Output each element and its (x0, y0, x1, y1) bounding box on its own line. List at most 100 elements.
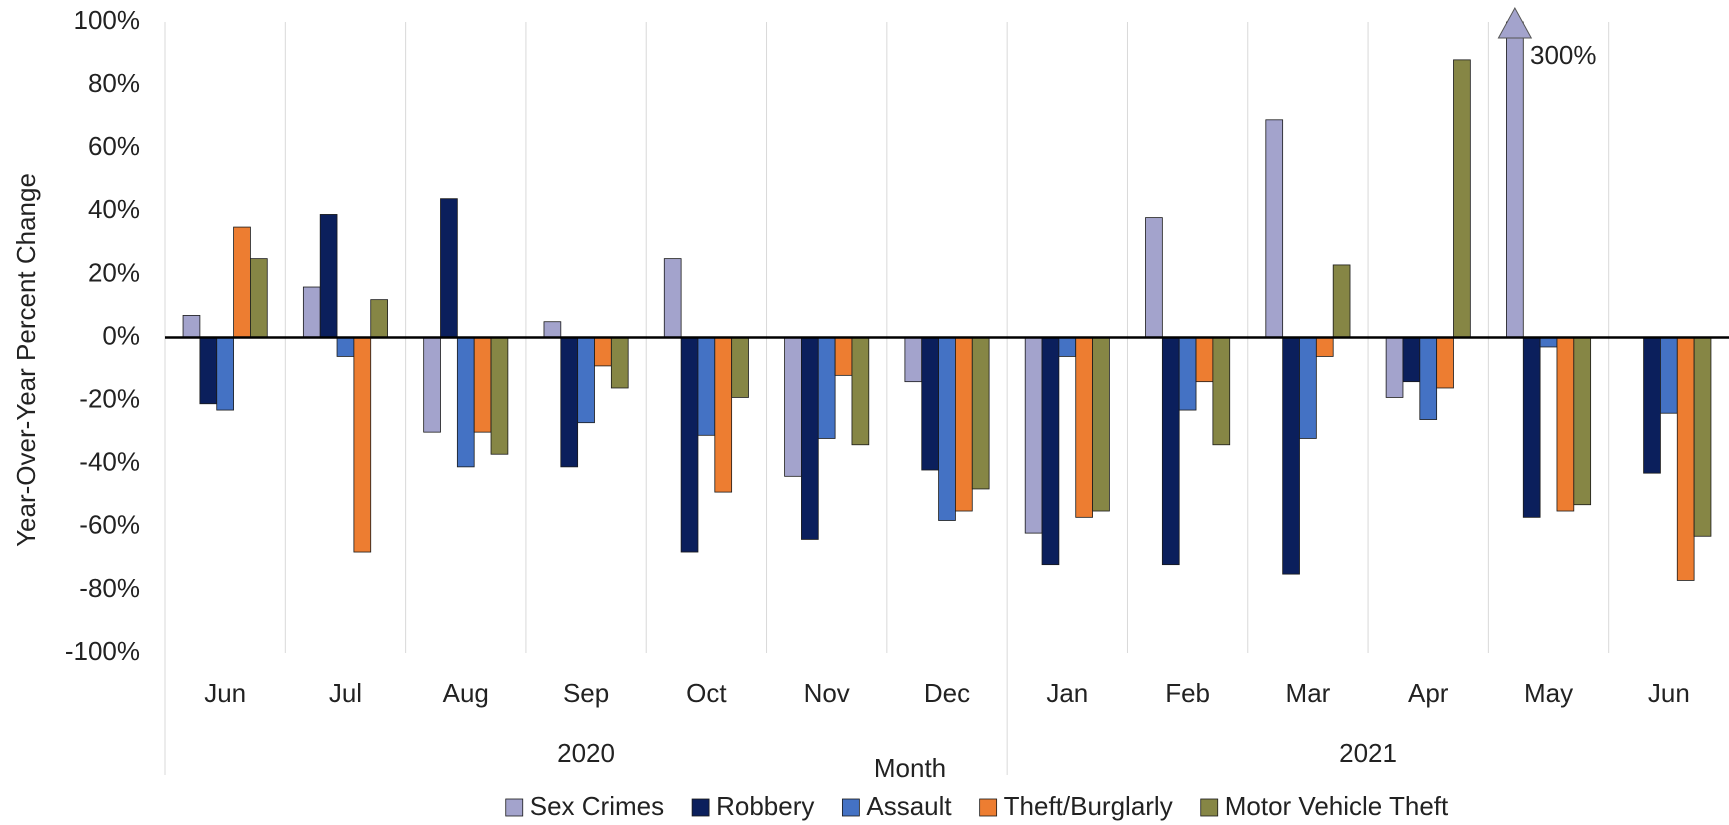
bar (851, 337, 870, 446)
bar (319, 214, 338, 338)
bar (1332, 264, 1351, 338)
bar (1402, 337, 1421, 383)
bar (456, 337, 475, 468)
bar (938, 337, 956, 521)
bar (697, 337, 716, 436)
bar (594, 337, 612, 367)
legend-swatch (979, 798, 998, 817)
bar (1660, 337, 1678, 414)
bar (714, 337, 733, 493)
bar (1092, 337, 1110, 512)
bar (1024, 337, 1043, 534)
bar (216, 337, 234, 411)
x-tick-label: Dec (924, 678, 970, 708)
x-tick-label: Nov (804, 678, 850, 708)
bar (663, 258, 682, 338)
bar (1075, 337, 1093, 518)
x-tick-label: Mar (1286, 678, 1331, 708)
bar (1385, 337, 1404, 398)
bar (1556, 337, 1575, 512)
x-tick-label: Apr (1408, 678, 1449, 708)
bar (1041, 337, 1060, 566)
y-tick-label: 100% (74, 5, 141, 35)
bar (1643, 337, 1661, 474)
legend-label: Sex Crimes (530, 791, 664, 821)
bar (1299, 337, 1317, 439)
bar (199, 337, 218, 405)
bar (1676, 337, 1695, 581)
y-tick-label: -80% (79, 573, 140, 603)
y-tick-label: -100% (65, 636, 140, 666)
y-axis-label: Year-Over-Year Percent Change (11, 173, 41, 547)
bar (543, 321, 562, 338)
bar (233, 226, 251, 338)
legend: Sex Crimes Robbery Assault Theft/Burglarly M… (505, 791, 1449, 821)
bar (1195, 337, 1214, 383)
bar (336, 337, 355, 357)
bar (731, 337, 749, 398)
y-tick-label: -60% (79, 510, 140, 540)
legend-label: Assault (866, 791, 952, 821)
bar (971, 337, 990, 490)
y-tick-label: 0% (102, 320, 140, 350)
bar (302, 286, 321, 338)
y-tick-label: 80% (88, 68, 140, 98)
legend-swatch (1200, 798, 1219, 817)
bar (904, 337, 923, 383)
bar (440, 198, 458, 338)
bar-annotation: 300% (1530, 40, 1597, 70)
x-tick-label: Feb (1165, 678, 1210, 708)
bar (921, 337, 939, 471)
group-label: 2020 (557, 738, 615, 768)
bar (1573, 337, 1592, 506)
legend-label: Motor Vehicle Theft (1225, 791, 1449, 821)
bar (1212, 337, 1231, 446)
bar (490, 337, 509, 455)
y-tick-label: -40% (79, 447, 140, 477)
legend-label: Theft/Burglarly (1004, 791, 1173, 821)
x-tick-label: Jan (1046, 678, 1088, 708)
group-label: 2021 (1339, 738, 1397, 768)
x-tick-label: Aug (443, 678, 489, 708)
bar (182, 315, 201, 338)
bars (182, 21, 1712, 581)
bar (370, 299, 388, 338)
y-tick-label: 20% (88, 257, 140, 287)
bar (955, 337, 973, 512)
x-tick-label: May (1524, 678, 1573, 708)
bar (1522, 337, 1541, 518)
bar (834, 337, 853, 376)
bar (680, 337, 699, 553)
bar (1058, 337, 1077, 357)
bar (473, 337, 492, 433)
bar (423, 337, 441, 433)
bar (1453, 59, 1471, 338)
bar (610, 337, 629, 389)
x-axis-label: Month (874, 753, 946, 783)
x-tick-label: Sep (563, 678, 609, 708)
bar (1265, 119, 1284, 338)
bar (250, 258, 268, 338)
bar (784, 337, 802, 477)
bar (1419, 337, 1438, 420)
bar (1282, 337, 1300, 575)
legend-label: Robbery (716, 791, 814, 821)
legend-swatch (691, 798, 710, 817)
x-tick-label: Jun (1648, 678, 1690, 708)
bar (1506, 21, 1524, 338)
x-tick-label: Oct (686, 678, 727, 708)
legend-swatch (505, 798, 524, 817)
bar (1145, 217, 1163, 338)
bar (801, 337, 819, 540)
bar (1539, 337, 1558, 348)
y-tick-label: -20% (79, 383, 140, 413)
bar (817, 337, 836, 439)
bar (353, 337, 372, 553)
bar (577, 337, 595, 424)
bar (560, 337, 579, 468)
legend-swatch (841, 798, 860, 817)
x-tick-label: Jun (204, 678, 246, 708)
overflow-arrow (1497, 6, 1533, 39)
bar (1178, 337, 1197, 411)
